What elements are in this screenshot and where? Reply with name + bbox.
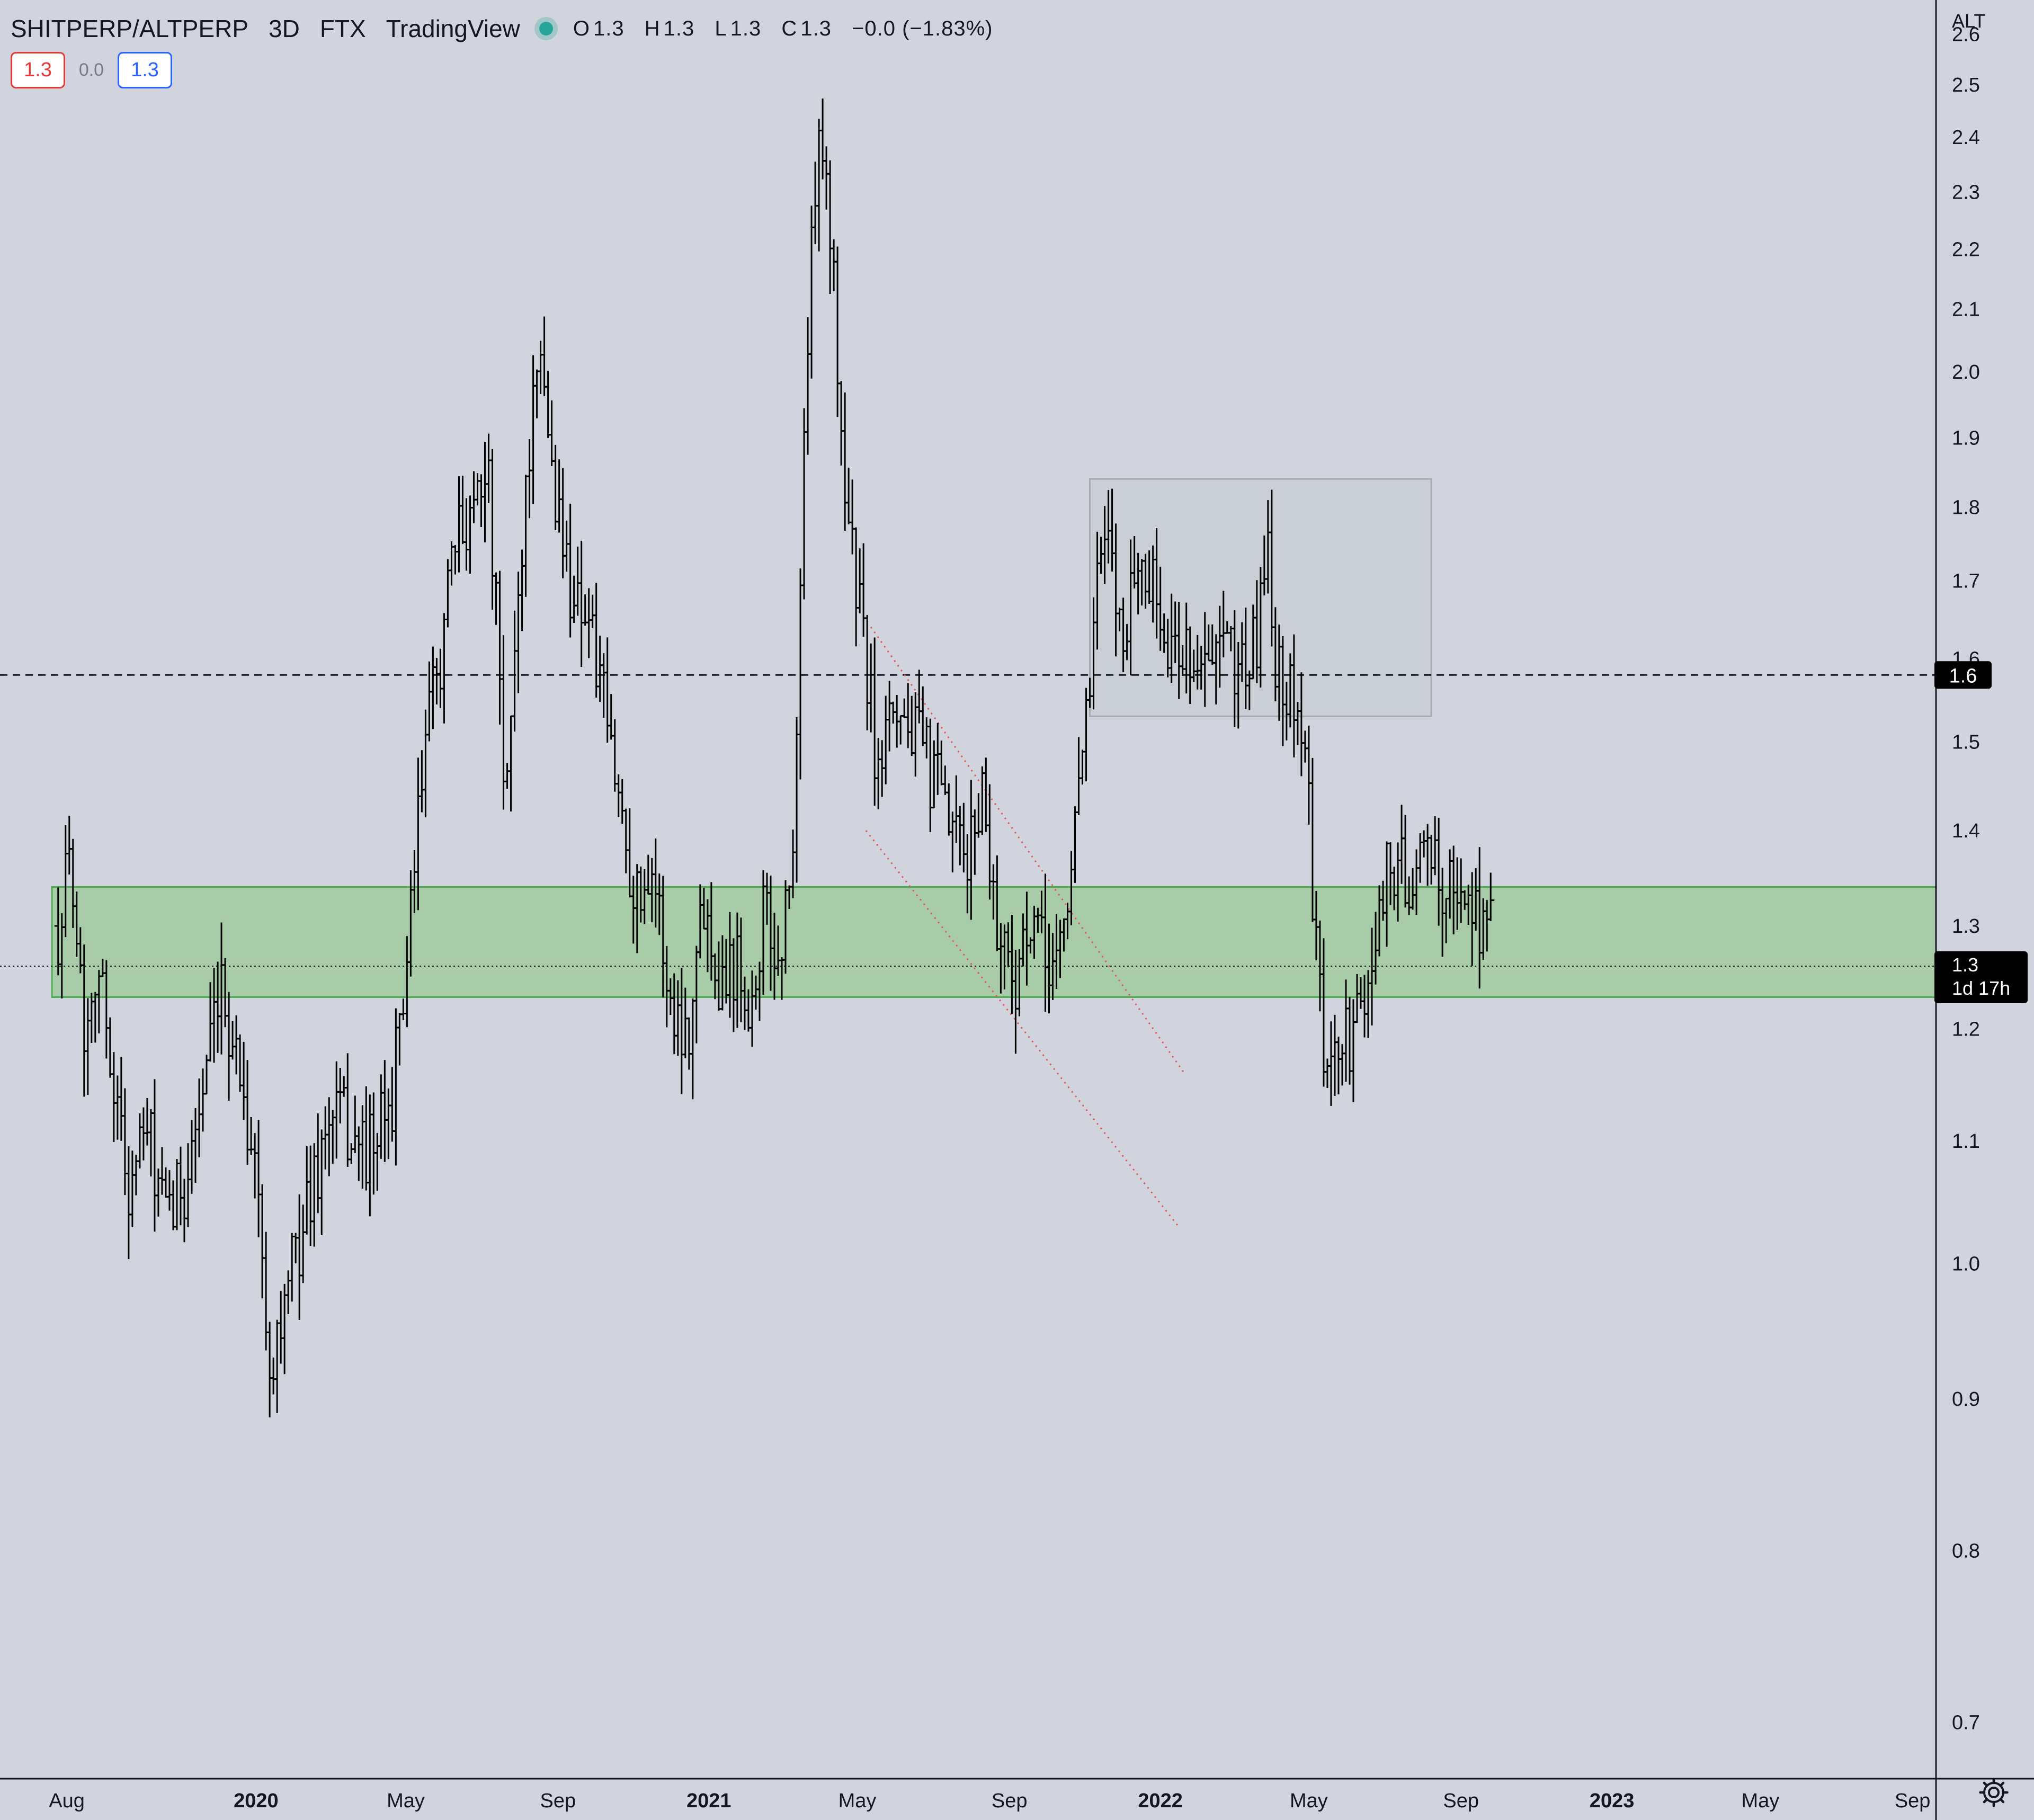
- time-tick-label: 2022: [1138, 1790, 1183, 1812]
- quote-row: 1.3 0.0 1.3: [11, 52, 172, 88]
- ask-button[interactable]: 1.3: [118, 52, 172, 88]
- close-label: C: [781, 16, 798, 40]
- price-tick-label: 2.2: [1952, 238, 1980, 261]
- price-tags: 1.61.31d 17h: [1934, 661, 2028, 1003]
- price-tick-label: 0.9: [1952, 1388, 1980, 1411]
- time-tick-label: Sep: [540, 1790, 576, 1812]
- spread-value: 0.0: [78, 60, 104, 80]
- time-tick-label: May: [838, 1790, 877, 1812]
- source-label: TradingView: [386, 15, 520, 42]
- market-status-dot[interactable]: [539, 22, 553, 35]
- time-axis[interactable]: Aug 2020 May Sep 2021 May Sep 2022 May Sep 2023 May…: [0, 1778, 2034, 1812]
- price-tick-label: 1.3: [1952, 915, 1980, 938]
- time-tick-label: May: [1741, 1790, 1779, 1812]
- change-value: −0.0 (−1.83%): [851, 16, 993, 40]
- price-axis[interactable]: ALT 0.7 0.8 0.9 1.0 1.1 1.2 1.3 1.4 1.5 1.6 1.7 1.8 1…: [1935, 0, 1985, 1820]
- time-tick-label: 2023: [1590, 1790, 1635, 1812]
- exchange-label: FTX: [319, 15, 366, 42]
- last-price-tag: [1934, 951, 2028, 1003]
- last-price-label: 1.3: [1952, 954, 1978, 976]
- bid-button[interactable]: 1.3: [11, 52, 65, 88]
- high-value: 1.3: [663, 16, 695, 40]
- price-tick-label: 1.4: [1952, 820, 1980, 842]
- price-tick-label: 0.7: [1952, 1712, 1980, 1734]
- time-tick-label: 2021: [686, 1790, 731, 1812]
- ohlc-bars: [54, 99, 1495, 1417]
- time-tick-label: May: [387, 1790, 425, 1812]
- open-label: O: [573, 16, 591, 40]
- time-tick-label: Sep: [1443, 1790, 1479, 1812]
- interval-label[interactable]: 3D: [269, 15, 300, 42]
- low-value: 1.3: [730, 16, 762, 40]
- trend-line-2: [865, 830, 1179, 1226]
- line-price-tag: [1934, 661, 1992, 689]
- price-tick-label: 2.5: [1952, 74, 1980, 96]
- price-tick-label: 1.1: [1952, 1130, 1980, 1153]
- gear-icon[interactable]: [1975, 1773, 2013, 1812]
- low-label: L: [715, 16, 727, 40]
- bar-countdown-label: 1d 17h: [1952, 977, 2010, 999]
- price-tick-label: 2.0: [1952, 361, 1980, 383]
- time-tick-label: Sep: [992, 1790, 1028, 1812]
- price-tick-label: 1.7: [1952, 570, 1980, 592]
- price-tick-label: 2.6: [1952, 24, 1980, 46]
- open-value: 1.3: [593, 16, 625, 40]
- close-value: 1.3: [800, 16, 832, 40]
- chart-legend: SHITPERP/ALTPERP 3D FTX TradingView O 1.3…: [11, 7, 993, 50]
- symbol-name[interactable]: SHITPERP/ALTPERP: [11, 15, 249, 42]
- time-tick-label: May: [1290, 1790, 1328, 1812]
- price-tick-label: 2.1: [1952, 298, 1980, 320]
- price-tick-label: 1.8: [1952, 497, 1980, 519]
- price-tick-label: 0.8: [1952, 1540, 1980, 1562]
- price-tick-label: 1.2: [1952, 1018, 1980, 1040]
- price-tick-label: 1.0: [1952, 1253, 1980, 1275]
- price-tick-label: 2.4: [1952, 127, 1980, 149]
- price-tick-label: 2.3: [1952, 181, 1980, 203]
- time-tick-label: Aug: [49, 1790, 85, 1812]
- ohlc-values: O 1.3 H 1.3 L 1.3 C 1.3 −0.0 (−1.83%): [573, 17, 993, 41]
- high-label: H: [644, 16, 661, 40]
- time-tick-label: 2020: [234, 1790, 279, 1812]
- price-tick-label: 1.9: [1952, 427, 1980, 449]
- line-price-tag-label: 1.6: [1949, 665, 1977, 687]
- price-axis-unit: ALT: [1952, 10, 1985, 32]
- time-tick-label: Sep: [1895, 1790, 1931, 1812]
- price-tick-label: 1.5: [1952, 731, 1980, 753]
